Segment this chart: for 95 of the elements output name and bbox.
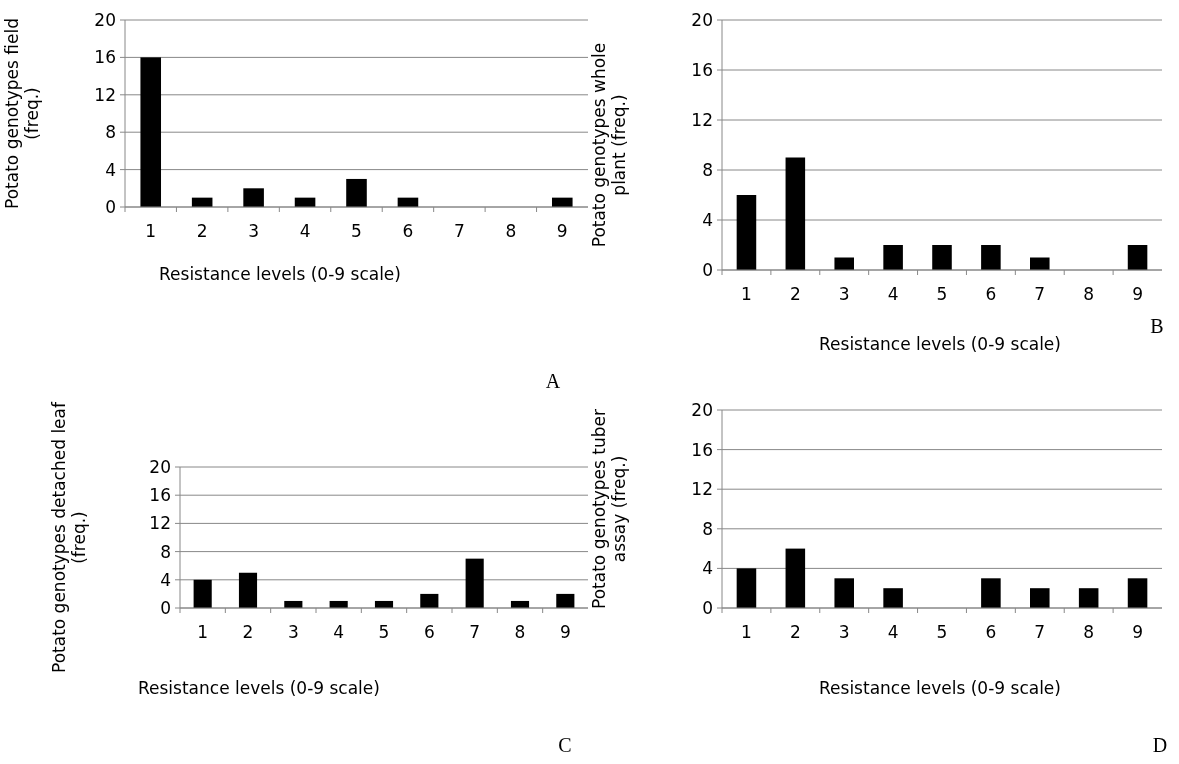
bar <box>785 157 806 270</box>
x-tick-label: 8 <box>505 221 517 241</box>
text: C <box>558 734 572 756</box>
y-tick-label: 4 <box>702 558 713 579</box>
x-tick-label: 6 <box>985 284 997 304</box>
x-axis-title: Resistance levels (0-9 scale) <box>159 264 401 284</box>
y-tick-label: 12 <box>691 479 713 500</box>
y-tick-label: 16 <box>149 485 171 506</box>
y-tick-label: 0 <box>702 597 713 618</box>
bar <box>1030 257 1050 270</box>
bar <box>981 578 1001 608</box>
y-tick-label: 20 <box>691 9 713 30</box>
x-tick-label: 7 <box>453 221 465 241</box>
x-tick-label: 5 <box>351 221 362 241</box>
bar <box>420 593 439 608</box>
x-axis-title: Resistance levels (0-9 scale) <box>819 334 1061 354</box>
y-tick-label: 16 <box>691 439 713 460</box>
y-tick-label: 16 <box>94 47 116 68</box>
y-tick-label: 0 <box>105 196 116 217</box>
bar <box>1030 588 1050 608</box>
y-axis-title: Potato genotypes detached leaf (freq.) <box>48 401 90 673</box>
y-tick-label: 12 <box>94 84 116 105</box>
x-tick-label: 7 <box>1034 284 1046 304</box>
y-tick-label: 20 <box>691 399 713 420</box>
x-tick-label: 4 <box>333 622 345 642</box>
bar <box>736 195 757 270</box>
x-tick-label: 2 <box>242 622 254 642</box>
x-tick-label: 3 <box>838 622 850 642</box>
bar <box>1078 588 1099 608</box>
y-tick-label: 20 <box>149 456 171 477</box>
bar <box>465 558 484 608</box>
bar <box>556 593 575 608</box>
text: B <box>1150 315 1164 337</box>
x-tick-label: 5 <box>936 622 948 642</box>
bar <box>883 245 903 270</box>
x-tick-label: 4 <box>887 284 899 304</box>
y-tick-label: 12 <box>149 513 171 534</box>
x-tick-label: 1 <box>197 622 209 642</box>
y-tick-label: 12 <box>691 109 713 130</box>
x-tick-label: 9 <box>1132 284 1143 304</box>
bar <box>193 579 212 608</box>
bar <box>140 57 162 207</box>
y-tick-label: 8 <box>702 159 713 180</box>
bar <box>981 245 1001 270</box>
x-tick-label: 7 <box>469 622 481 642</box>
bar <box>736 568 757 608</box>
y-tick-label: 0 <box>160 597 171 618</box>
y-tick-label: 4 <box>160 569 171 590</box>
x-tick-label: 3 <box>287 622 299 642</box>
x-axis-title: Resistance levels (0-9 scale) <box>138 678 380 698</box>
x-tick-label: 2 <box>789 622 801 642</box>
bar <box>346 178 367 207</box>
y-tick-label: 0 <box>702 259 713 280</box>
x-tick-label: 6 <box>423 622 435 642</box>
x-tick-label: 6 <box>985 622 997 642</box>
bar <box>785 548 806 608</box>
bar <box>834 578 854 608</box>
text: A <box>545 370 561 392</box>
x-tick-label: 1 <box>741 284 752 304</box>
x-tick-label: 1 <box>741 622 752 642</box>
x-tick-label: 3 <box>248 221 260 241</box>
y-tick-label: 16 <box>691 59 713 80</box>
x-axis-title: Resistance levels (0-9 scale) <box>819 678 1061 698</box>
y-tick-label: 8 <box>160 541 171 562</box>
x-tick-label: 7 <box>1034 622 1046 642</box>
y-tick-label: 20 <box>94 9 116 30</box>
y-tick-label: 8 <box>105 122 116 143</box>
x-tick-label: 3 <box>838 284 850 304</box>
x-tick-label: 6 <box>402 221 414 241</box>
bar <box>883 588 903 608</box>
y-tick-label: 4 <box>105 159 116 180</box>
bar <box>238 572 258 608</box>
x-tick-label: 2 <box>789 284 801 304</box>
x-tick-label: 9 <box>1132 622 1143 642</box>
x-tick-label: 9 <box>559 622 571 642</box>
x-tick-label: 2 <box>196 221 208 241</box>
x-tick-label: 9 <box>556 221 568 241</box>
x-tick-label: 8 <box>1083 284 1095 304</box>
y-tick-label: 8 <box>702 518 713 539</box>
x-tick-label: 1 <box>145 221 157 241</box>
y-axis-title: Potato genotypes field (freq.) <box>1 18 43 209</box>
x-tick-label: 5 <box>936 284 948 304</box>
x-tick-label: 8 <box>1083 622 1095 642</box>
x-tick-label: 4 <box>887 622 899 642</box>
x-tick-label: 5 <box>378 622 390 642</box>
bar <box>834 257 854 270</box>
bar <box>243 188 264 207</box>
bar <box>1127 578 1148 608</box>
text: D <box>1152 734 1168 756</box>
bar <box>932 245 952 270</box>
x-tick-label: 4 <box>299 221 311 241</box>
y-axis-title: Potato genotypes tuber assay (freq.) <box>588 409 630 609</box>
bar <box>1127 245 1148 270</box>
y-axis-title: Potato genotypes whole plant (freq.) <box>588 42 630 248</box>
x-tick-label: 8 <box>514 622 526 642</box>
